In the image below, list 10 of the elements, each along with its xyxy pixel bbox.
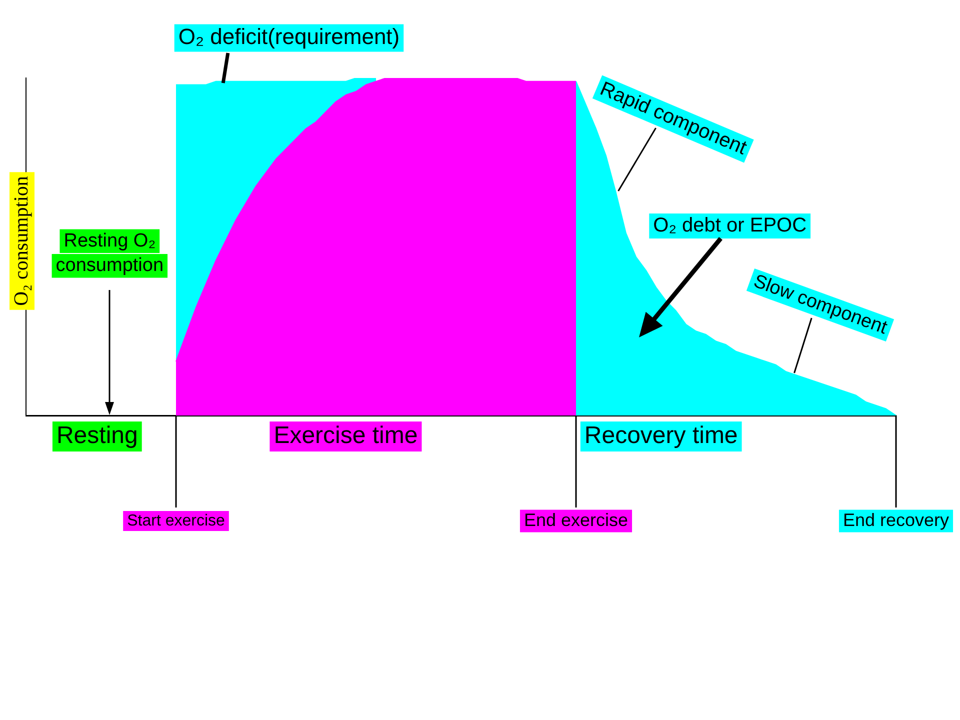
- x-tick-label: End exercise: [524, 510, 628, 530]
- text: O₂ deficit(requirement): [178, 24, 400, 50]
- annotation: O₂ debt or EPOC: [653, 214, 807, 237]
- text: Exercise time: [274, 422, 418, 450]
- annotation: Resting O₂ consumption: [56, 230, 164, 276]
- x-tick-label: Start exercise: [127, 512, 226, 530]
- text: Recovery time: [584, 422, 738, 450]
- text: Resting: [56, 422, 138, 450]
- x-tick-label: End recovery: [842, 510, 950, 530]
- y-axis-title: O₂ consumption: [10, 176, 32, 306]
